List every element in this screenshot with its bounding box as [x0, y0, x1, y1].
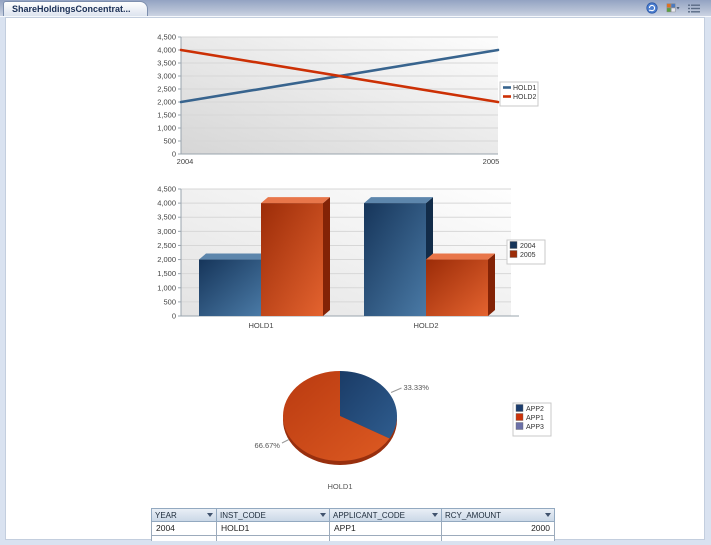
svg-text:1,000: 1,000: [157, 283, 176, 292]
svg-text:2004: 2004: [520, 243, 536, 250]
svg-text:HOLD2: HOLD2: [413, 321, 438, 330]
line-series-HOLD2: [179, 48, 500, 104]
svg-text:2005: 2005: [520, 252, 536, 259]
svg-text:1,000: 1,000: [157, 124, 176, 133]
svg-text:500: 500: [163, 297, 176, 306]
svg-text:4,500: 4,500: [157, 33, 176, 42]
toolbar: [645, 1, 701, 15]
tab-shareholdings-concentration[interactable]: ShareHoldingsConcentrat...: [3, 1, 148, 16]
svg-text:3,000: 3,000: [157, 72, 176, 81]
line-chart-svg: 0 500 1,000 1,500 2,000 2,500 3,000 3,500 4,000 4…: [157, 33, 539, 166]
list-menu-icon[interactable]: [687, 2, 701, 14]
column-dropdown-icon[interactable]: [545, 513, 551, 517]
svg-text:HOLD2: HOLD2: [513, 94, 536, 101]
table-cell[interactable]: 2000: [442, 522, 555, 536]
pie-chart-svg: 33.33% 66.67% HOLD1 APP2 APP1 APP3: [255, 371, 552, 491]
bar-chart: 0 500 1,000 1,500 2,000 2,500 3,000 3,500 4,000 4…: [151, 184, 551, 336]
column-header-applicant_code[interactable]: APPLICANT_CODE: [330, 508, 442, 522]
svg-text:2,000: 2,000: [157, 255, 176, 264]
refresh-icon[interactable]: [645, 2, 659, 14]
column-label: INST_CODE: [220, 510, 266, 520]
table-cell: [442, 536, 555, 541]
svg-text:2,500: 2,500: [157, 85, 176, 94]
tab-title: ShareHoldingsConcentrat...: [12, 4, 131, 14]
table-cell[interactable]: HOLD1: [217, 522, 330, 536]
pie-slice-APP1: [283, 371, 390, 461]
svg-text:4,000: 4,000: [157, 199, 176, 208]
svg-text:1,500: 1,500: [157, 111, 176, 120]
table-cell: [217, 536, 330, 541]
bar-HOLD2-2005: [426, 253, 495, 316]
svg-text:3,000: 3,000: [157, 227, 176, 236]
table-cell: [151, 536, 217, 541]
bar-HOLD1-2004: [199, 253, 268, 316]
svg-text:2005: 2005: [483, 157, 500, 166]
svg-text:HOLD1: HOLD1: [248, 321, 273, 330]
table-header-row: YEAR INST_CODE APPLICANT_CODE RCY_AMOUNT: [151, 508, 555, 522]
tab-bar: ShareHoldingsConcentrat...: [0, 0, 711, 17]
column-dropdown-icon[interactable]: [320, 513, 326, 517]
svg-text:4,000: 4,000: [157, 46, 176, 55]
bar-HOLD1-2005: [261, 197, 330, 316]
svg-text:APP3: APP3: [526, 424, 544, 431]
table-row-partial: [151, 536, 555, 541]
svg-text:3,500: 3,500: [157, 213, 176, 222]
bar-HOLD2-2004: [364, 197, 433, 316]
column-label: YEAR: [155, 510, 177, 520]
column-dropdown-icon[interactable]: [432, 513, 438, 517]
svg-text:0: 0: [172, 150, 176, 159]
column-header-rcy_amount[interactable]: RCY_AMOUNT: [442, 508, 555, 522]
svg-text:500: 500: [163, 137, 176, 146]
svg-text:HOLD1: HOLD1: [327, 482, 352, 491]
svg-text:4,500: 4,500: [157, 185, 176, 194]
data-table: YEAR INST_CODE APPLICANT_CODE RCY_AMOUNT 200…: [151, 508, 555, 541]
svg-text:2004: 2004: [177, 157, 194, 166]
table-row[interactable]: 2004 HOLD1 APP1 2000: [151, 522, 555, 536]
table-cell[interactable]: 2004: [151, 522, 217, 536]
table-cell: [330, 536, 442, 541]
pie-chart-legend: APP2 APP1 APP3: [512, 402, 552, 437]
bar-chart-legend: 2004 2005: [506, 239, 546, 265]
svg-text:APP1: APP1: [526, 415, 544, 422]
column-header-year[interactable]: YEAR: [151, 508, 217, 522]
bar-chart-svg: 0 500 1,000 1,500 2,000 2,500 3,000 3,500 4,000 4…: [157, 185, 546, 330]
line-chart-legend: HOLD1 HOLD2: [499, 81, 539, 107]
content-area: 0 500 1,000 1,500 2,000 2,500 3,000 3,500 4,000 4…: [5, 17, 705, 541]
column-dropdown-icon[interactable]: [207, 513, 213, 517]
pie-slice-APP2: [340, 371, 397, 439]
svg-text:1,500: 1,500: [157, 269, 176, 278]
view-options-icon[interactable]: [666, 2, 680, 14]
svg-text:3,500: 3,500: [157, 59, 176, 68]
svg-text:66.67%: 66.67%: [255, 441, 281, 450]
svg-text:HOLD1: HOLD1: [513, 85, 536, 92]
column-label: APPLICANT_CODE: [333, 510, 406, 520]
svg-text:33.33%: 33.33%: [403, 383, 429, 392]
svg-text:2,500: 2,500: [157, 241, 176, 250]
column-header-inst_code[interactable]: INST_CODE: [217, 508, 330, 522]
table-cell[interactable]: APP1: [330, 522, 442, 536]
pie-chart: 33.33% 66.67% HOLD1 APP2 APP1 APP3: [231, 361, 561, 501]
line-chart: 0 500 1,000 1,500 2,000 2,500 3,000 3,500 4,000 4…: [151, 27, 551, 169]
svg-text:APP2: APP2: [526, 406, 544, 413]
svg-text:2,000: 2,000: [157, 98, 176, 107]
svg-text:0: 0: [172, 312, 176, 321]
column-label: RCY_AMOUNT: [445, 510, 502, 520]
